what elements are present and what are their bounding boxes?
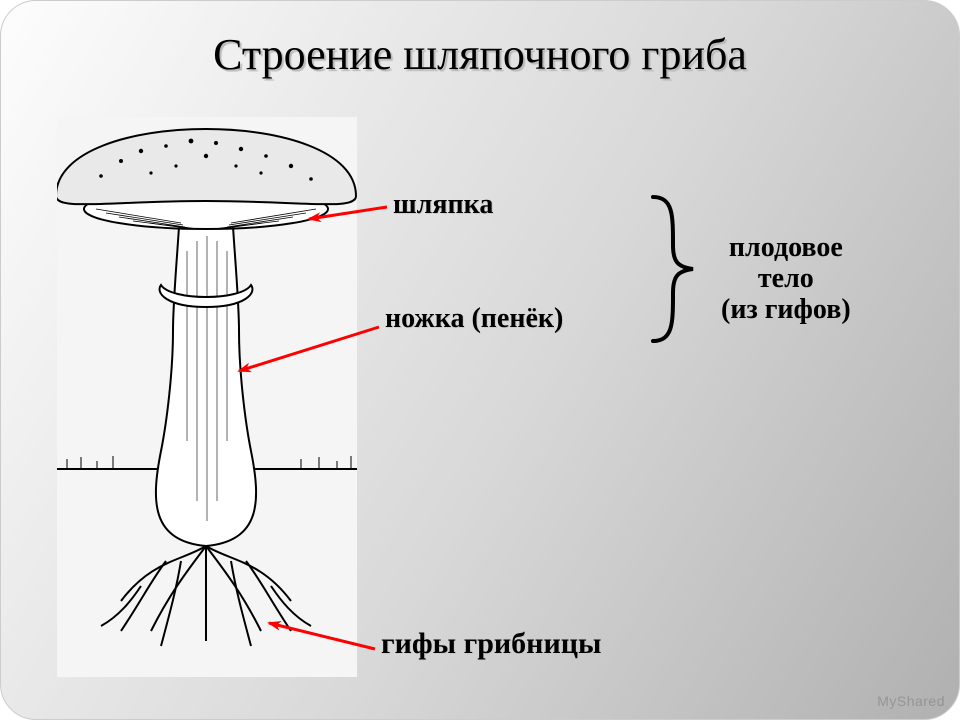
label-fruiting-body-line1: плодовое (721, 233, 851, 264)
label-fruiting-body: плодовое тело (из гифов) (721, 233, 851, 325)
mushroom-illustration (57, 117, 357, 677)
label-mycelium: гифы грибницы (381, 627, 601, 661)
label-cap: шляпка (393, 189, 493, 221)
label-fruiting-body-line2: тело (721, 264, 851, 295)
page-title: Строение шляпочного гриба (1, 29, 959, 80)
slide: Строение шляпочного гриба (0, 0, 960, 720)
label-stipe: ножка (пенёк) (385, 303, 563, 335)
label-fruiting-body-line3: (из гифов) (721, 295, 851, 326)
watermark: MyShared (877, 693, 945, 709)
